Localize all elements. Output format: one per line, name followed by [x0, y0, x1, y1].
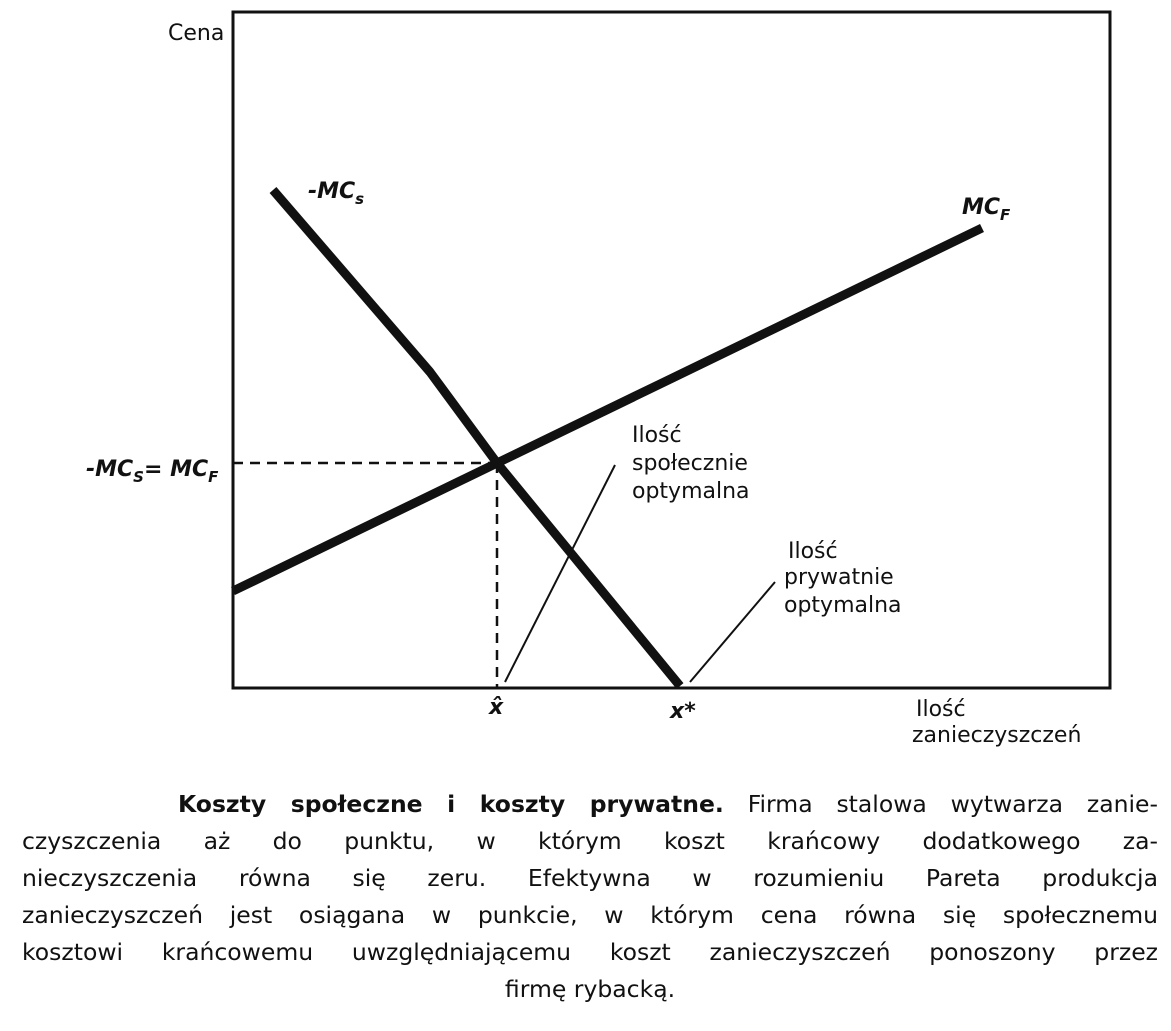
caption-title: Koszty społeczne i koszty prywatne. [178, 790, 724, 818]
social-cost-curve [269, 187, 684, 689]
label-sub: S [133, 468, 144, 486]
caption-line: firmę rybacką. [504, 975, 676, 1003]
x-point-label: x* [669, 699, 696, 724]
x-axis-label: Ilość [916, 697, 966, 722]
annotation-text: społecznie [632, 451, 748, 476]
annotation-pointer [689, 581, 776, 683]
label-sub: s [355, 190, 364, 208]
caption-line: czyszczenia aż do punktu, w którym koszt… [22, 827, 1158, 855]
caption-line: zanieczyszczeń jest osiągana w punkcie, … [22, 901, 1158, 929]
plot-frame [231, 10, 1112, 690]
annotation-text: prywatnie [784, 565, 894, 590]
label-sub: F [208, 468, 219, 486]
curve-label: MCF [962, 195, 1011, 224]
label-sub: F [1000, 206, 1011, 224]
label-main: MC [962, 195, 1000, 220]
caption-line: nieczyszczenia równa się zeru. Efektywna… [22, 864, 1158, 892]
label-main: -MC [86, 457, 133, 482]
annotation-pointer [504, 464, 616, 683]
x-axis-label: zanieczyszczeń [912, 723, 1081, 748]
annotation-text: Ilość [788, 539, 838, 564]
caption-line: Koszty społeczne i koszty prywatne. Firm… [22, 786, 1158, 823]
caption-line: kosztowi krańcowemu uwzględniającemu kos… [22, 938, 1158, 966]
y-axis-label: Cena [168, 21, 224, 46]
curve-label: -MCs [308, 179, 364, 208]
diagram: Cena Ilość zanieczyszczeń -MCs MCF -MCS=… [86, 10, 1112, 748]
label-main: = MC [144, 457, 208, 482]
annotation-text: optymalna [632, 479, 750, 504]
annotation-text: optymalna [784, 593, 902, 618]
x-point-label: x̂ [488, 695, 504, 720]
caption: Koszty społeczne i koszty prywatne. Firm… [22, 786, 1158, 1008]
equality-label: -MCS= MCF [86, 457, 219, 486]
annotation-text: Ilość [632, 423, 682, 448]
private-cost-curve [231, 223, 984, 596]
label-main: -MC [308, 179, 355, 204]
caption-text: Firma stalowa wytwarza zanie- [723, 790, 1158, 818]
